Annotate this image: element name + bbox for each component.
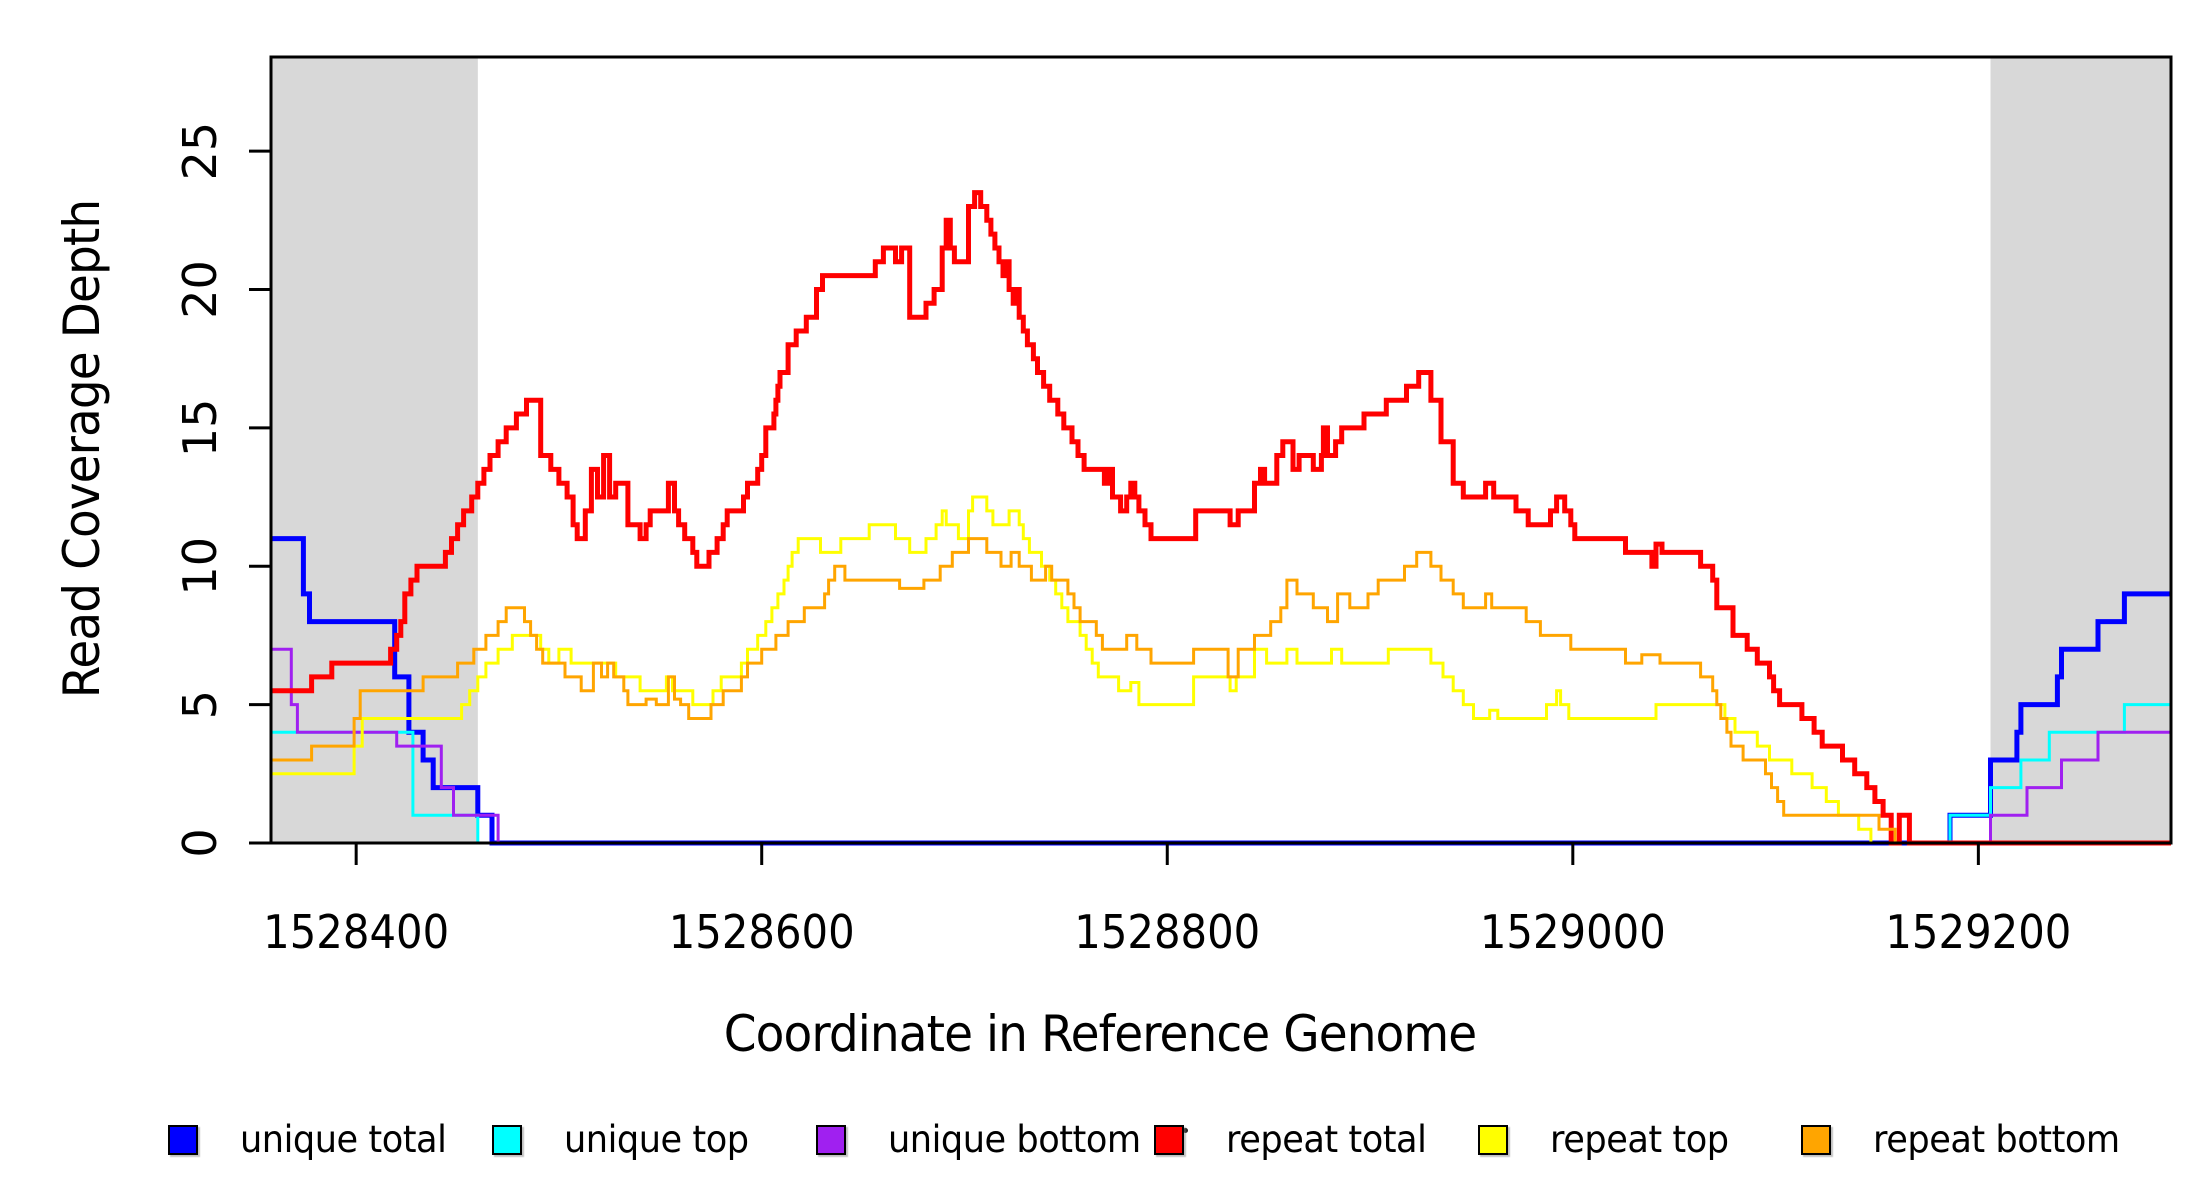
repeat-top-swatch-icon [1477, 1124, 1508, 1155]
y-tick-label: 25 [173, 122, 227, 181]
legend-item-repeat-total: repeat total [1153, 1118, 1478, 1161]
stray-dot-artifact [1183, 1128, 1188, 1133]
x-tick-label: 1529200 [1885, 905, 2071, 959]
legend-item-unique-bottom: unique bottom [815, 1118, 1154, 1161]
legend-label: repeat total [1225, 1118, 1427, 1161]
unique-total-swatch-icon [168, 1124, 198, 1155]
series-repeat-bottom [271, 537, 2171, 845]
y-tick-label: 0 [173, 828, 227, 857]
repeat-bottom-swatch-icon [1801, 1124, 1832, 1155]
series-repeat-total [271, 190, 2171, 846]
plot-frame [269, 55, 2173, 845]
y-axis-title: Read Coverage Depth [53, 199, 111, 699]
series-unique-top [271, 703, 2171, 845]
legend-item-repeat-bottom: repeat bottom [1801, 1118, 2133, 1161]
legend-label: unique top [563, 1118, 749, 1161]
x-tick-label: 1528600 [669, 905, 855, 959]
legend-item-repeat-top: repeat top [1477, 1118, 1802, 1161]
series-unique-bottom [271, 647, 2171, 845]
legend-label: repeat top [1549, 1118, 1729, 1161]
right-gray-region [1990, 57, 2171, 843]
unique-bottom-swatch-icon [815, 1124, 846, 1155]
left-gray-region [271, 57, 478, 843]
legend-label: unique bottom [887, 1118, 1141, 1161]
x-tick-label: 1528400 [263, 905, 449, 959]
y-tick-label: 20 [173, 260, 227, 319]
x-tick-label: 1528800 [1074, 905, 1260, 959]
x-axis-title: Coordinate in Reference Genome [723, 1005, 1477, 1063]
legend: unique total unique top unique bottom re… [168, 1118, 2133, 1161]
legend-item-unique-top: unique top [491, 1118, 816, 1161]
legend-label: repeat bottom [1873, 1118, 2121, 1161]
y-tick-label: 15 [173, 399, 227, 458]
x-tick-label: 1529000 [1480, 905, 1666, 959]
y-tick-label: 5 [173, 690, 227, 719]
legend-item-unique-total: unique total [168, 1118, 492, 1161]
y-tick-label: 10 [173, 537, 227, 596]
repeat-total-swatch-icon [1153, 1124, 1184, 1155]
unique-top-swatch-icon [491, 1124, 522, 1155]
legend-label: unique total [240, 1118, 447, 1161]
